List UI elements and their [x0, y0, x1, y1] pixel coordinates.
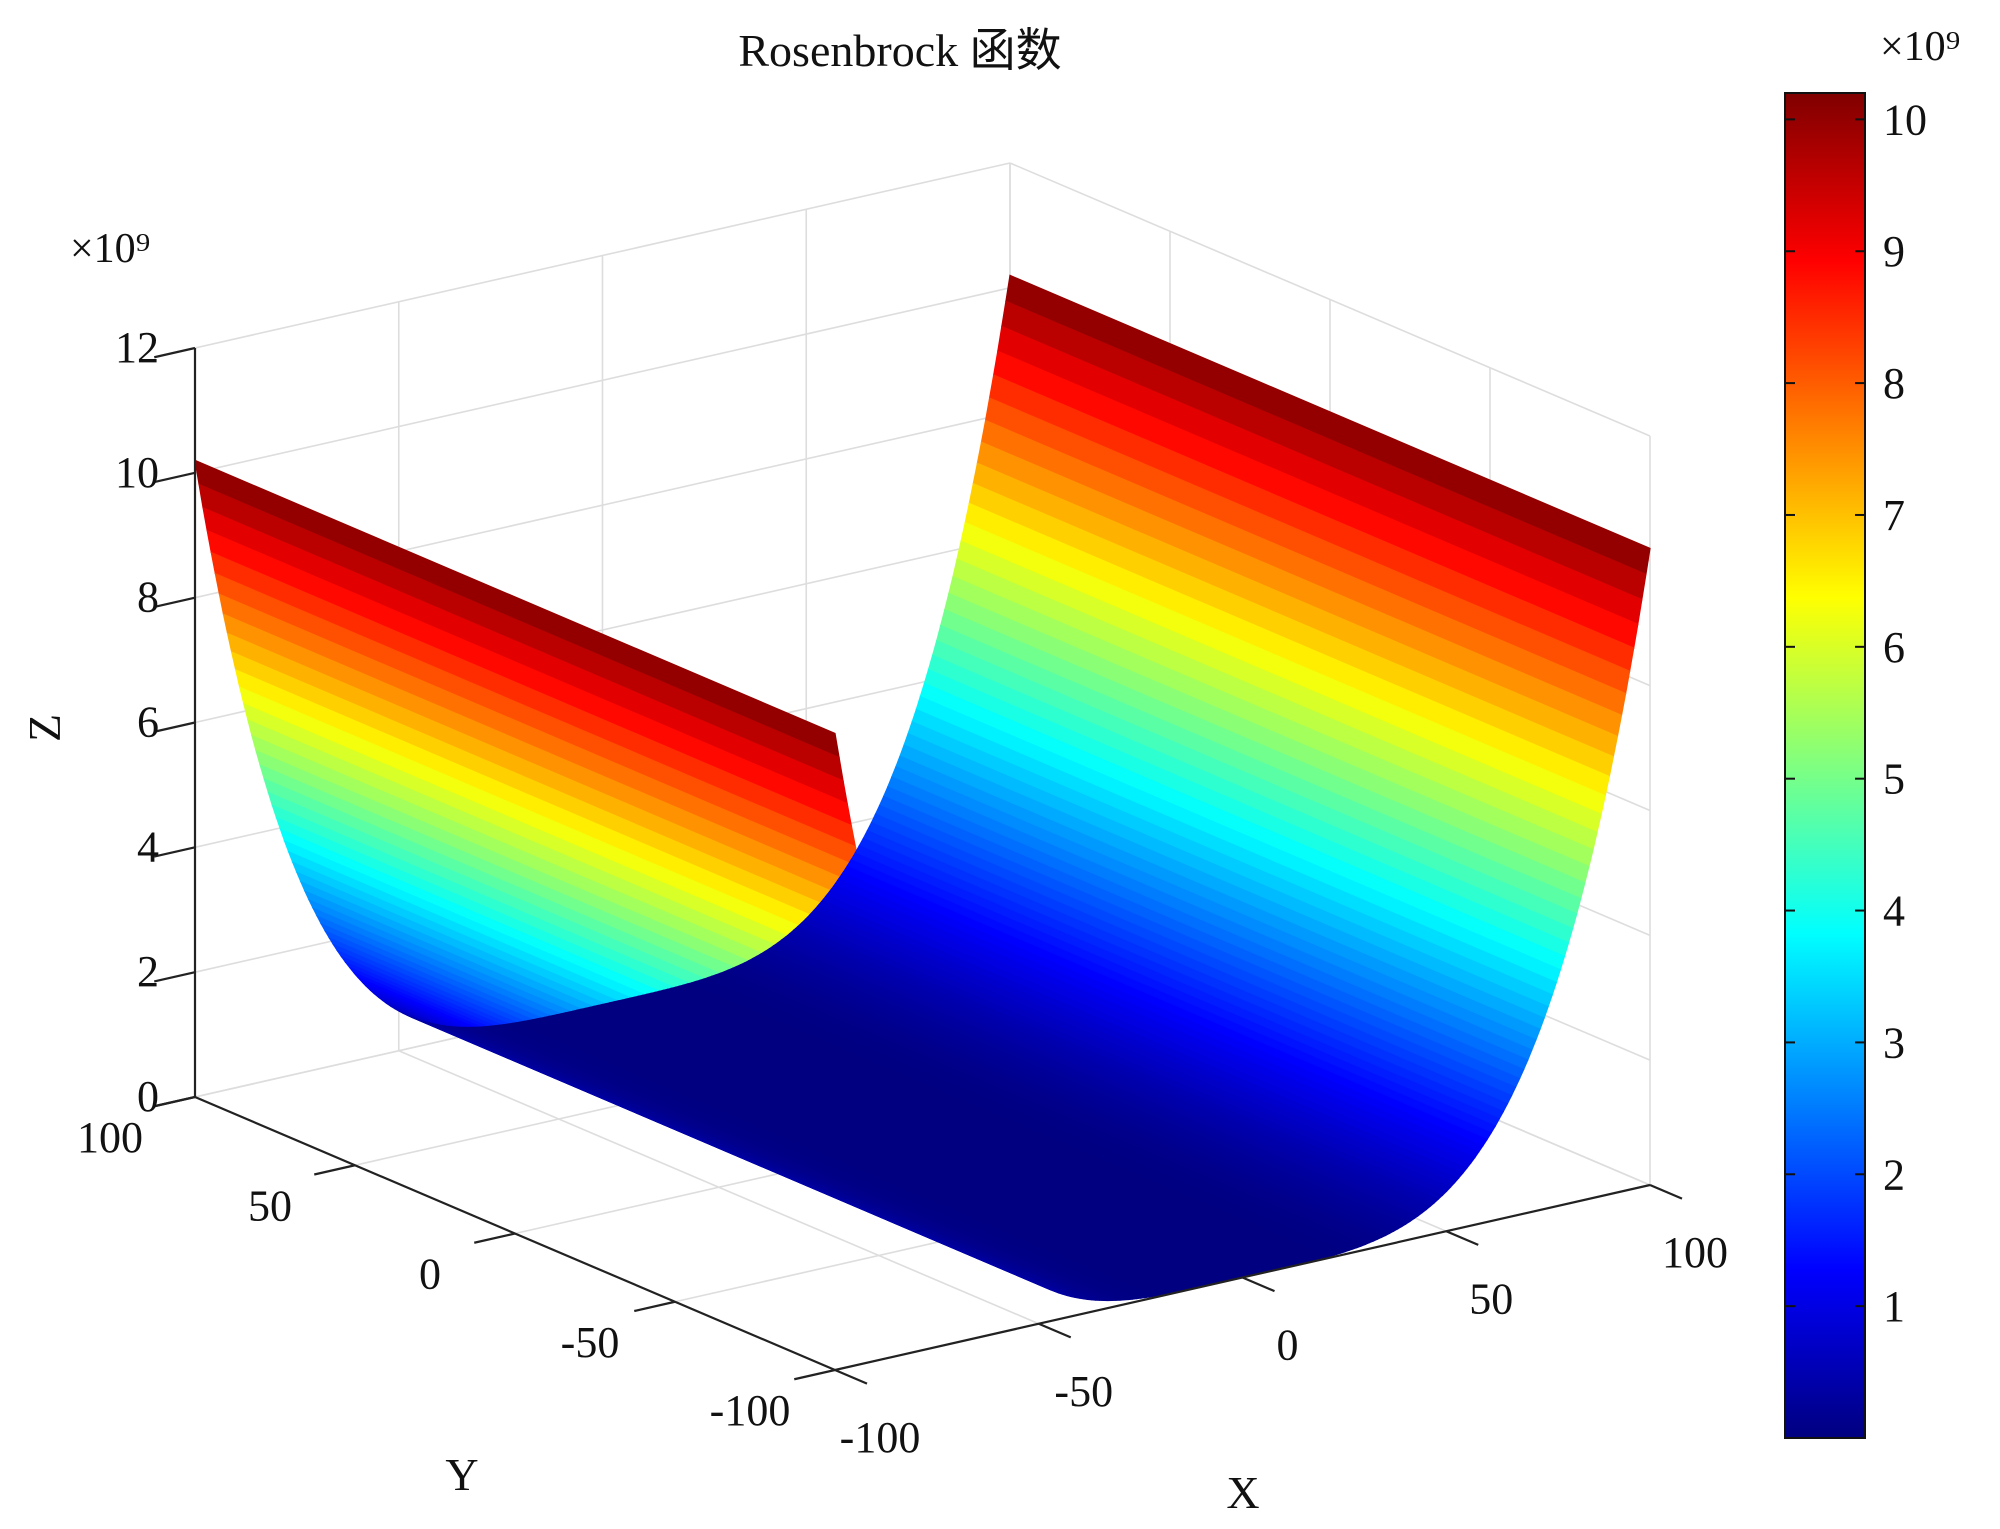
y-tick-label: 50	[248, 1181, 292, 1230]
colorbar-tick-label: 2	[1883, 1150, 1905, 1199]
x-tick-label: 0	[1277, 1321, 1299, 1370]
grid-line	[194, 162, 1011, 349]
chart-title: Rosenbrock 函数	[738, 25, 1061, 76]
colorbar-fill	[1785, 93, 1865, 1438]
x-tick	[1242, 1276, 1275, 1293]
colorbar-tick-label: 3	[1883, 1018, 1905, 1067]
x-axis-label: X	[1226, 1467, 1259, 1518]
colorbar-tick-label: 6	[1883, 623, 1905, 672]
axes	[154, 346, 1683, 1385]
y-tick	[474, 1232, 516, 1244]
z-tick-label: 12	[115, 323, 159, 372]
z-tick-label: 10	[115, 448, 159, 497]
y-tick-label: -50	[561, 1318, 620, 1367]
z-tick	[154, 721, 196, 733]
x-tick-label: 100	[1662, 1228, 1728, 1277]
x-tick	[1445, 1230, 1479, 1246]
x-tick-label: -100	[840, 1413, 921, 1462]
x-tick	[1038, 1322, 1072, 1339]
z-tick	[154, 471, 196, 484]
colorbar-tick-label: 10	[1883, 95, 1927, 144]
z-tick	[154, 596, 196, 608]
z-tick-label: 2	[137, 947, 159, 996]
grid-line	[194, 287, 1011, 474]
colorbar-tick-label: 8	[1883, 359, 1905, 408]
y-tick-label: -100	[710, 1386, 791, 1435]
z-tick	[154, 971, 196, 983]
x-tick	[1649, 1183, 1683, 1200]
z-tick	[154, 1095, 196, 1108]
x-tick-label: -50	[1054, 1367, 1113, 1416]
z-tick-label: 4	[137, 822, 159, 871]
colorbar-tick-label: 1	[1883, 1282, 1905, 1331]
z-tick	[154, 846, 196, 858]
z-tick	[154, 346, 196, 359]
surface	[194, 274, 1651, 1302]
colorbar-multiplier: ×10⁹	[1880, 24, 1960, 70]
z-tick-label: 8	[137, 573, 159, 622]
colorbar: 1 2 3 4 5 6 7 8 9 10 ×10⁹	[1784, 24, 1960, 1439]
colorbar-tick-label: 4	[1883, 887, 1905, 936]
z-multiplier: ×10⁹	[70, 226, 150, 272]
colorbar-frame	[1784, 92, 1866, 1439]
colorbar-tick-label: 7	[1883, 491, 1905, 540]
colorbar-tick-label: 5	[1883, 755, 1905, 804]
y-tick	[314, 1164, 356, 1176]
z-tick-label: 0	[137, 1072, 159, 1121]
z-axis-label: Z	[19, 714, 70, 742]
colorbar-ticks: 1 2 3 4 5 6 7 8 9 10	[1785, 95, 1927, 1331]
y-axis-label: Y	[445, 1449, 478, 1500]
x-tick-label: 50	[1469, 1274, 1513, 1323]
y-tick	[794, 1368, 836, 1381]
colorbar-tick-label: 9	[1883, 227, 1905, 276]
z-tick-label: 6	[137, 698, 159, 747]
y-tick-label: 100	[77, 1113, 143, 1162]
y-tick	[634, 1300, 676, 1313]
x-tick	[834, 1368, 868, 1385]
y-tick-label: 0	[419, 1250, 441, 1299]
